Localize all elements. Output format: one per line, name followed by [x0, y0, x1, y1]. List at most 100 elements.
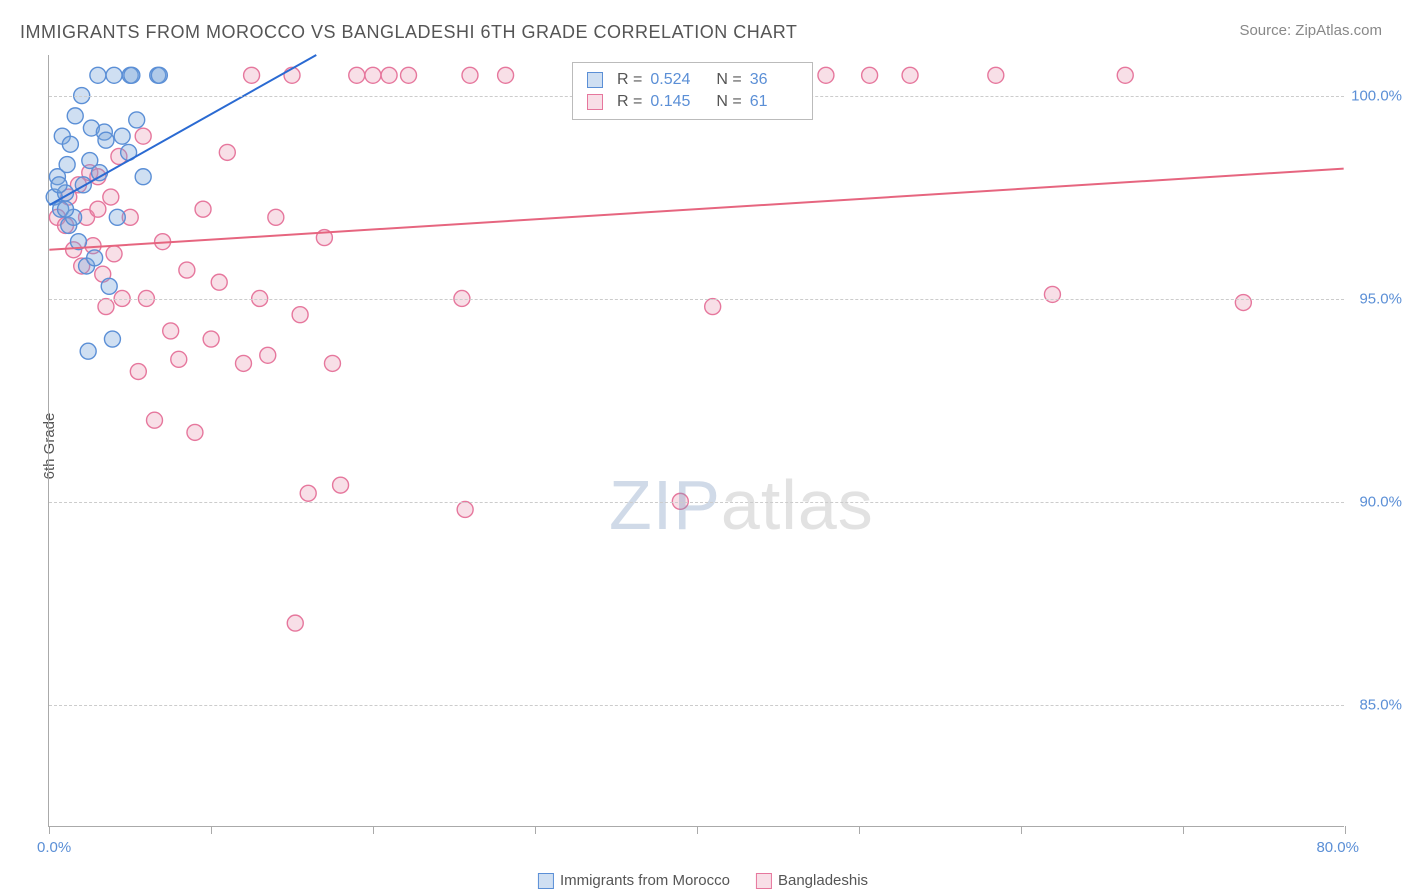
data-point: [705, 299, 721, 315]
data-point: [130, 364, 146, 380]
data-point: [498, 67, 514, 83]
data-point: [114, 128, 130, 144]
r-value: 0.524: [650, 71, 698, 89]
data-point: [457, 501, 473, 517]
data-point: [268, 209, 284, 225]
data-point: [818, 67, 834, 83]
data-point: [103, 189, 119, 205]
data-point: [203, 331, 219, 347]
data-point: [381, 67, 397, 83]
data-point: [292, 307, 308, 323]
x-tick: [1183, 826, 1184, 834]
data-point: [988, 67, 1004, 83]
x-tick: [1021, 826, 1022, 834]
data-point: [365, 67, 381, 83]
x-tick: [49, 826, 50, 834]
data-point: [98, 132, 114, 148]
data-point: [101, 278, 117, 294]
data-point: [244, 67, 260, 83]
n-value: 61: [750, 93, 798, 111]
data-point: [75, 177, 91, 193]
data-point: [349, 67, 365, 83]
legend-swatch: [538, 873, 554, 889]
data-point: [58, 201, 74, 217]
data-point: [862, 67, 878, 83]
data-point: [90, 67, 106, 83]
gridline-h: [49, 299, 1344, 300]
data-point: [1117, 67, 1133, 83]
data-point: [147, 412, 163, 428]
data-point: [401, 67, 417, 83]
x-tick-label: 0.0%: [37, 839, 71, 856]
data-point: [124, 67, 140, 83]
data-point: [1044, 286, 1060, 302]
legend-swatch: [756, 873, 772, 889]
data-point: [87, 250, 103, 266]
data-point: [62, 136, 78, 152]
data-point: [135, 128, 151, 144]
data-point: [98, 299, 114, 315]
data-point: [324, 355, 340, 371]
data-point: [179, 262, 195, 278]
data-point: [106, 246, 122, 262]
legend-label: Bangladeshis: [778, 872, 868, 889]
data-point: [260, 347, 276, 363]
r-value: 0.145: [650, 93, 698, 111]
data-point: [333, 477, 349, 493]
x-tick: [373, 826, 374, 834]
data-point: [171, 351, 187, 367]
n-label: N =: [716, 93, 741, 111]
x-tick-label: 80.0%: [1316, 839, 1359, 856]
data-point: [462, 67, 478, 83]
data-point: [129, 112, 145, 128]
plot-area: ZIPatlas 85.0%90.0%95.0%100.0%0.0%80.0%: [48, 55, 1344, 827]
data-point: [135, 169, 151, 185]
y-tick-label: 85.0%: [1355, 697, 1406, 714]
data-point: [151, 67, 167, 83]
r-label: R =: [617, 93, 642, 111]
correlation-legend-row: R = 0.145 N = 61: [587, 91, 798, 113]
legend-item: Bangladeshis: [756, 872, 868, 889]
correlation-legend: R = 0.524 N = 36 R = 0.145 N = 61: [572, 62, 813, 120]
correlation-legend-row: R = 0.524 N = 36: [587, 69, 798, 91]
gridline-h: [49, 705, 1344, 706]
data-point: [51, 177, 67, 193]
x-tick: [1345, 826, 1346, 834]
data-point: [187, 424, 203, 440]
data-point: [300, 485, 316, 501]
data-point: [219, 144, 235, 160]
x-tick: [535, 826, 536, 834]
y-tick-label: 90.0%: [1355, 493, 1406, 510]
data-point: [109, 209, 125, 225]
data-point: [106, 67, 122, 83]
chart-title: IMMIGRANTS FROM MOROCCO VS BANGLADESHI 6…: [20, 22, 797, 43]
y-tick-label: 100.0%: [1347, 87, 1406, 104]
x-tick: [697, 826, 698, 834]
data-point: [195, 201, 211, 217]
data-point: [67, 108, 83, 124]
series-legend: Immigrants from Morocco Bangladeshis: [538, 872, 868, 889]
n-value: 36: [750, 71, 798, 89]
legend-swatch: [587, 72, 603, 88]
data-point: [1235, 295, 1251, 311]
r-label: R =: [617, 71, 642, 89]
data-point: [59, 157, 75, 173]
data-point: [104, 331, 120, 347]
chart-svg: [49, 55, 1344, 826]
data-point: [163, 323, 179, 339]
legend-swatch: [587, 94, 603, 110]
data-point: [90, 201, 106, 217]
data-point: [287, 615, 303, 631]
gridline-h: [49, 502, 1344, 503]
x-tick: [211, 826, 212, 834]
data-point: [80, 343, 96, 359]
source-label: Source: ZipAtlas.com: [1239, 22, 1382, 39]
legend-item: Immigrants from Morocco: [538, 872, 730, 889]
chart-container: IMMIGRANTS FROM MOROCCO VS BANGLADESHI 6…: [0, 0, 1406, 892]
legend-label: Immigrants from Morocco: [560, 872, 730, 889]
data-point: [235, 355, 251, 371]
n-label: N =: [716, 71, 741, 89]
data-point: [211, 274, 227, 290]
trend-line: [49, 169, 1343, 250]
y-tick-label: 95.0%: [1355, 290, 1406, 307]
